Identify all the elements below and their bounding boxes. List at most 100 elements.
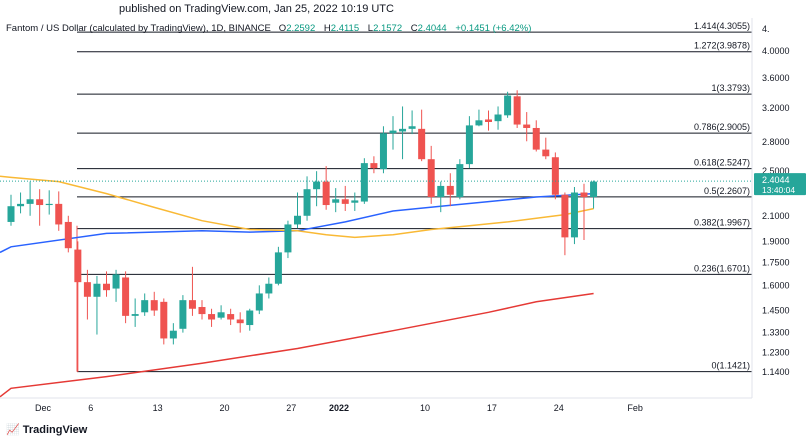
price-tick: 1.3300	[762, 328, 790, 338]
candle-body	[322, 181, 330, 206]
moving-averages	[0, 175, 594, 398]
candle-body	[294, 215, 301, 225]
fib-label-0: 0(1.1421)	[711, 361, 750, 371]
tradingview-logo-text: TradingView	[22, 424, 88, 436]
ma-line-0	[0, 192, 594, 254]
high-label: H	[323, 23, 331, 34]
candle-body	[284, 224, 292, 253]
tradingview-logo[interactable]: 📈 TradingView	[6, 423, 87, 436]
candle-body	[332, 199, 340, 203]
candle-58	[561, 192, 569, 256]
last-price-value: 2.4044	[762, 175, 790, 185]
tradingview-logo-icon: 📈	[6, 424, 20, 436]
candle-47	[456, 159, 464, 200]
fib-label-0.382: 0.382(1.9967)	[694, 218, 750, 228]
last-price-tag	[754, 173, 806, 196]
candle-40	[389, 116, 397, 150]
candle-body	[141, 300, 149, 313]
low-value: 2.1572	[373, 23, 403, 34]
candle-body	[131, 314, 139, 316]
candle-17	[169, 323, 177, 345]
candle-49	[475, 109, 483, 127]
candle-12	[122, 271, 130, 324]
candle-15	[150, 291, 158, 316]
candle-0	[7, 194, 15, 226]
candle-55	[532, 120, 540, 152]
candle-body	[36, 199, 44, 206]
candle-body	[494, 114, 502, 122]
candle-1	[17, 192, 25, 214]
fibonacci-retracement: 1.414(4.3055) 1.272(3.9878) 1(3.3793) 0.786…	[76, 21, 752, 373]
candle-57	[551, 152, 559, 200]
candle-59	[570, 187, 578, 245]
candle-10	[103, 271, 110, 297]
price-tick: 3.2000	[762, 103, 790, 113]
candle-44	[427, 145, 435, 204]
plot-area	[0, 18, 752, 398]
candle-27	[265, 277, 273, 299]
candle-body	[274, 252, 282, 284]
candle-body	[64, 221, 72, 249]
candle-30	[294, 192, 301, 229]
footer: 📈 TradingView	[0, 419, 807, 440]
candle-body	[408, 126, 416, 129]
candle-11	[112, 269, 120, 302]
candle-body	[542, 149, 550, 157]
candle-45	[437, 181, 445, 213]
candle-53	[513, 90, 521, 128]
candle-28	[274, 246, 282, 286]
candle-body	[265, 283, 273, 294]
price-tick: 1.2300	[762, 348, 790, 358]
candle-37	[360, 158, 368, 204]
candle-body	[475, 120, 483, 126]
candle-6	[64, 215, 72, 253]
candle-body	[303, 189, 311, 216]
price-tick: 1.6000	[762, 280, 790, 290]
candle-body	[83, 282, 91, 297]
time-tick: 10	[420, 403, 430, 413]
candle-body	[169, 330, 177, 339]
candle-51	[494, 106, 502, 130]
candle-body	[360, 163, 368, 202]
candle-body	[74, 249, 82, 283]
candle-body	[504, 95, 512, 116]
ma-line-1	[0, 175, 594, 239]
published-text: published on TradingView.com, Jan 25, 20…	[119, 3, 394, 15]
price-tick: 1.9000	[762, 236, 790, 246]
candle-body	[103, 283, 110, 291]
price-tick: 2.5000	[762, 166, 790, 176]
price-tick: 1.1400	[762, 367, 790, 377]
candle-body	[379, 133, 387, 170]
candle-39	[379, 126, 387, 174]
candle-body	[456, 164, 464, 197]
close-label: C	[410, 23, 418, 34]
candle-body	[45, 203, 53, 206]
candle-19	[188, 266, 196, 316]
candle-2	[26, 181, 34, 216]
candle-body	[389, 130, 397, 134]
candle-18	[179, 295, 187, 333]
candle-body	[351, 200, 359, 203]
candle-body	[246, 310, 254, 326]
price-tick: 4.0000	[762, 46, 790, 56]
candle-body	[198, 307, 206, 315]
time-tick: Feb	[627, 403, 643, 413]
candle-body	[150, 300, 158, 311]
price-tick: 3.6000	[762, 73, 790, 83]
candle-8	[83, 269, 91, 320]
bar-countdown: 13:40:04	[762, 185, 795, 195]
price-axis-header: 4.	[762, 24, 770, 34]
price-tick: 1.4500	[762, 306, 790, 316]
candle-35	[341, 185, 349, 211]
candle-body	[399, 128, 407, 132]
candle-body	[313, 181, 321, 190]
candle-body	[217, 312, 225, 318]
candle-body	[590, 181, 598, 197]
candle-61	[590, 180, 598, 209]
candle-23	[227, 308, 235, 326]
fib-label-1.414: 1.414(4.3055)	[694, 21, 750, 31]
candle-body	[561, 194, 569, 238]
candlesticks	[7, 90, 598, 373]
change-value: +0.1451 (+6.42%)	[455, 23, 532, 34]
